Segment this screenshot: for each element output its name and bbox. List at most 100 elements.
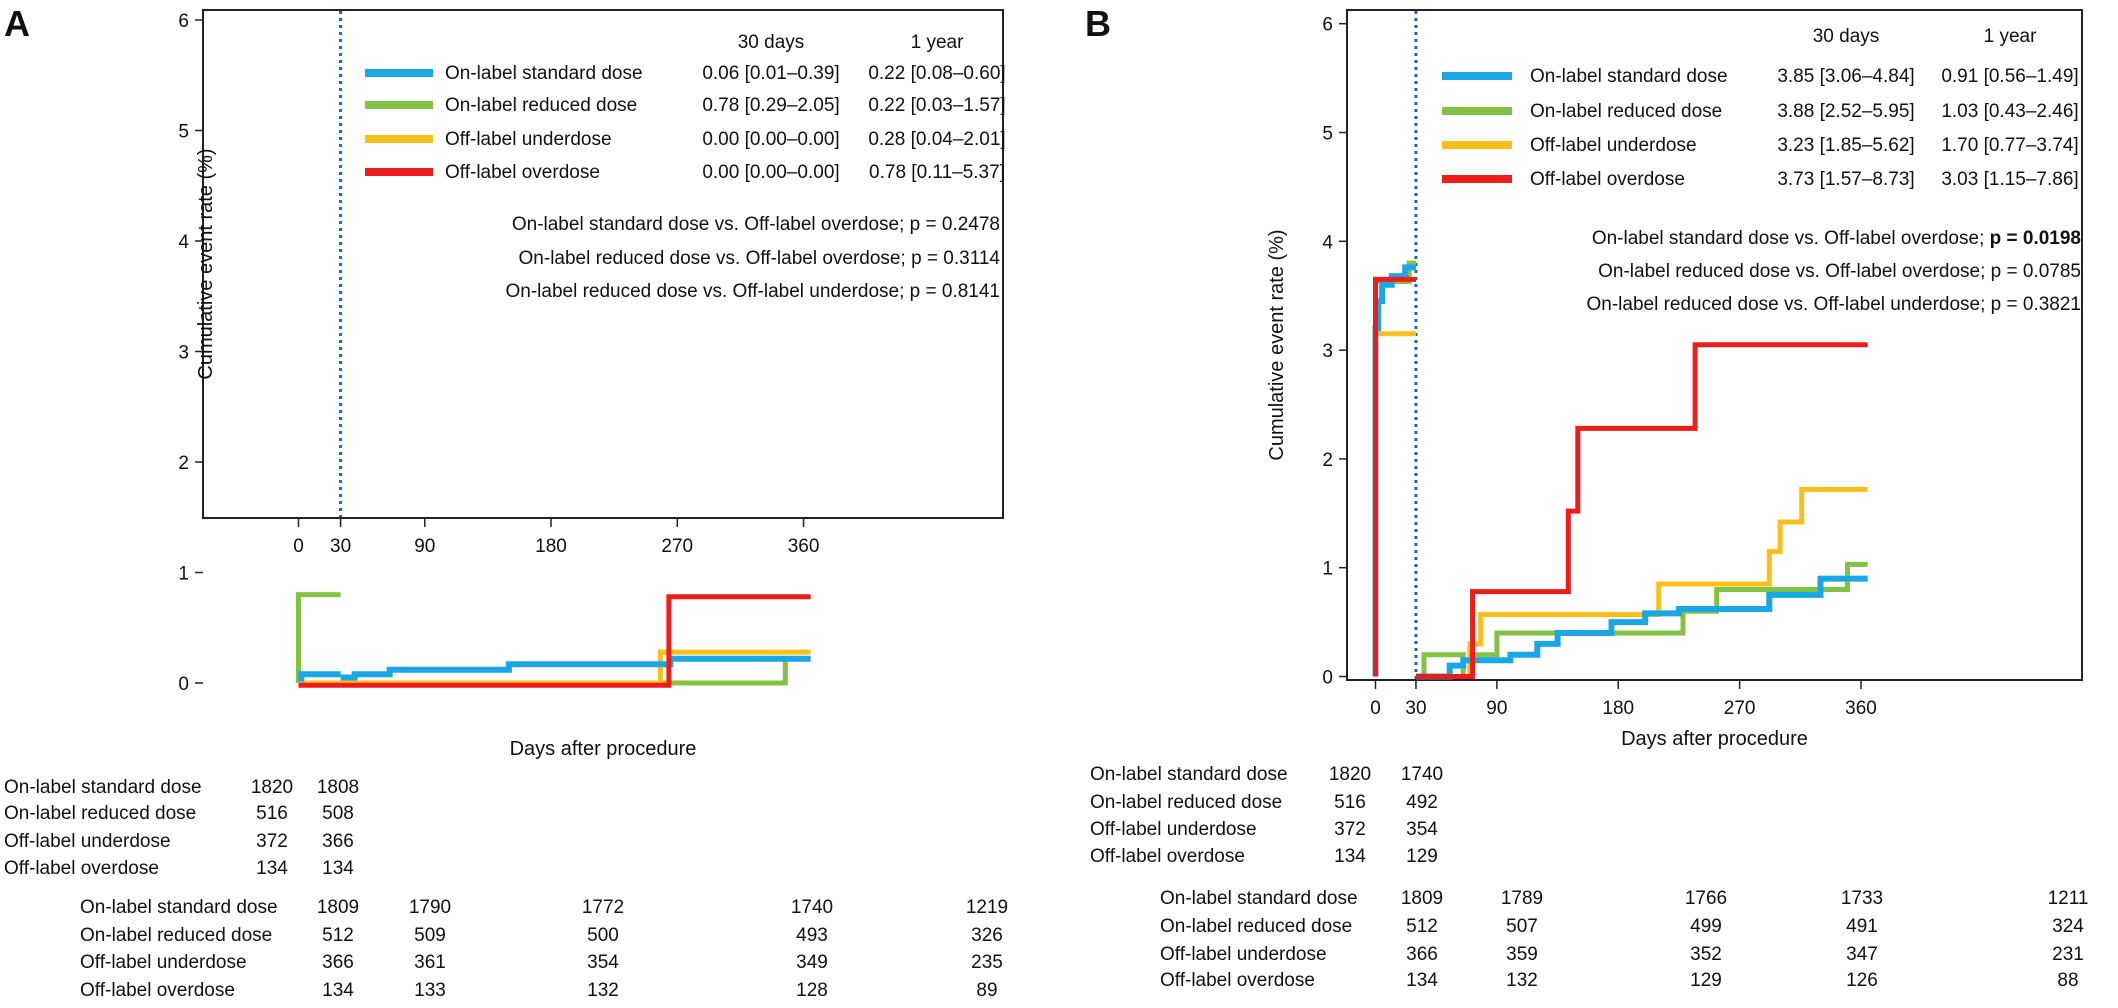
risk-count: 129: [1690, 970, 1722, 991]
series-line-reduced-early: [1373, 260, 1416, 677]
x-tick-label: 180: [1602, 698, 1634, 719]
y-axis-label: Cumulative event rate (%): [1266, 229, 1288, 460]
panel-letter: A: [4, 3, 30, 44]
legend-30day-value: 0.00 [0.00–0.00]: [702, 129, 839, 150]
plot-frame: [1346, 9, 2083, 681]
pvalue-comparison: On-label reduced dose vs. Off-label over…: [1598, 261, 1991, 282]
risk-count: 512: [322, 925, 354, 946]
risk-row-label: On-label reduced dose: [80, 925, 272, 946]
x-tick-label: 180: [535, 536, 567, 557]
x-tick-label: 270: [1724, 698, 1756, 719]
legend-30day-value: 0.06 [0.01–0.39]: [702, 63, 839, 84]
series-line-underdose-early: [1373, 331, 1416, 677]
risk-count: 507: [1506, 916, 1538, 937]
legend-30day-value: 3.85 [3.06–4.84]: [1777, 66, 1914, 87]
series-line-standard-late: [1416, 575, 1868, 680]
legend-30day-value: 3.88 [2.52–5.95]: [1777, 101, 1914, 122]
pvalue: p = 0.0198: [1990, 228, 2081, 249]
pvalue-annotation: On-label reduced dose vs. Off-label unde…: [1586, 294, 2081, 315]
risk-count: 235: [971, 952, 1003, 973]
series-line-overdose-late: [340, 594, 811, 688]
y-tick-label: 5: [1322, 124, 1333, 145]
risk-count: 509: [414, 925, 446, 946]
legend-header-30days: 30 days: [1813, 26, 1880, 47]
x-tick-label: 30: [330, 536, 351, 557]
risk-count: 129: [1406, 846, 1438, 867]
y-tick-label: 2: [178, 453, 189, 474]
x-axis-label: Days after procedure: [1621, 728, 1808, 750]
x-tick-label: 360: [1845, 698, 1877, 719]
panel-b: B 0 1 2 3 4 5 6 0 30 90 180 270 360 Cumulative event r…: [1085, 3, 2088, 991]
risk-row-label: On-label reduced dose: [1090, 792, 1282, 813]
risk-row-label: Off-label underdose: [1090, 819, 1257, 840]
risk-count: 89: [976, 980, 997, 1001]
panel-a: A 0 1 2 3 4 5 6 0 30 90 180 270 360 Cumulative event r…: [4, 3, 1008, 1001]
x-tick-label: 0: [1370, 698, 1381, 719]
pvalue-annotation: On-label reduced dose vs. Off-label unde…: [505, 281, 1000, 302]
risk-count: 352: [1690, 944, 1722, 965]
risk-count: 492: [1406, 792, 1438, 813]
pvalue: p = 0.3114: [911, 248, 1000, 269]
risk-count: 508: [322, 803, 354, 824]
pvalue: p = 0.2478: [910, 214, 1000, 235]
number-at-risk-table-1: On-label standard dose 1820 1808 On-label r…: [4, 777, 359, 879]
series-line-overdose-early: [1373, 276, 1416, 677]
risk-count: 1808: [317, 777, 359, 798]
risk-count: 134: [322, 858, 354, 879]
risk-count: 516: [1334, 792, 1366, 813]
risk-count: 128: [796, 980, 828, 1001]
legend-label-underdose: Off-label underdose: [1530, 135, 1697, 156]
pvalue-comparison: On-label standard dose vs. Off-label ove…: [1592, 228, 1990, 249]
number-at-risk-table-2: On-label standard dose 1809 1790 1772 1740 12…: [80, 897, 1008, 1001]
pvalue-annotation: On-label reduced dose vs. Off-label over…: [519, 248, 1001, 269]
series-line-standard-early: [1372, 264, 1416, 677]
legend-1year-value: 0.91 [0.56–1.49]: [1941, 66, 2078, 87]
risk-count: 516: [256, 803, 288, 824]
risk-row-label: On-label standard dose: [80, 897, 278, 918]
risk-row-label: On-label standard dose: [1090, 764, 1288, 785]
risk-count: 366: [322, 831, 354, 852]
risk-count: 134: [322, 980, 354, 1001]
series-line-overdose-late: [1416, 342, 1868, 679]
risk-count: 1219: [966, 897, 1008, 918]
risk-row-label: On-label standard dose: [4, 777, 202, 798]
risk-count: 132: [587, 980, 619, 1001]
legend-1year-value: 0.78 [0.11–5.37]: [869, 162, 1005, 183]
legend-1year-value: 3.03 [1.15–7.86]: [1941, 169, 2078, 190]
legend-1year-value: 0.28 [0.04–2.01]: [868, 129, 1005, 150]
pvalue-annotation: On-label standard dose vs. Off-label ove…: [1592, 228, 2081, 249]
pvalue-comparison: On-label reduced dose vs. Off-label unde…: [505, 281, 909, 302]
y-tick-label: 4: [1322, 232, 1333, 253]
legend-label-overdose: Off-label overdose: [445, 162, 600, 183]
pvalue-comparison: On-label reduced dose vs. Off-label unde…: [1586, 294, 1990, 315]
legend-30day-value: 3.73 [1.57–8.73]: [1777, 169, 1914, 190]
risk-count: 1772: [582, 897, 624, 918]
x-tick-label: 90: [414, 536, 435, 557]
risk-count: 132: [1506, 970, 1538, 991]
pvalue-annotation: On-label standard dose vs. Off-label ove…: [512, 214, 1000, 235]
risk-count: 231: [2052, 944, 2084, 965]
risk-row-label: Off-label underdose: [1160, 944, 1327, 965]
risk-count: 500: [587, 925, 619, 946]
pvalue: p = 0.0785: [1991, 261, 2081, 282]
y-tick-label: 5: [178, 122, 189, 143]
risk-row-label: Off-label underdose: [4, 831, 171, 852]
risk-count: 1740: [791, 897, 833, 918]
y-tick-label: 1: [1322, 559, 1333, 580]
legend-header-30days: 30 days: [738, 32, 805, 53]
risk-count: 1809: [317, 897, 359, 918]
series-line-reduced-late: [1416, 561, 1868, 679]
plot-frame: [202, 9, 1004, 519]
pvalue-annotation: On-label reduced dose vs. Off-label over…: [1598, 261, 2081, 282]
risk-count: 88: [2057, 970, 2078, 991]
series-line-underdose-late: [1416, 486, 1868, 679]
y-tick-label: 6: [1322, 15, 1333, 36]
x-tick-label: 360: [788, 536, 820, 557]
risk-row-label: Off-label overdose: [1160, 970, 1315, 991]
risk-count: 1789: [1501, 888, 1543, 909]
y-tick-label: 3: [1322, 341, 1333, 362]
risk-count: 134: [256, 858, 288, 879]
legend-header-1year: 1 year: [1984, 26, 2037, 47]
risk-count: 366: [1406, 944, 1438, 965]
